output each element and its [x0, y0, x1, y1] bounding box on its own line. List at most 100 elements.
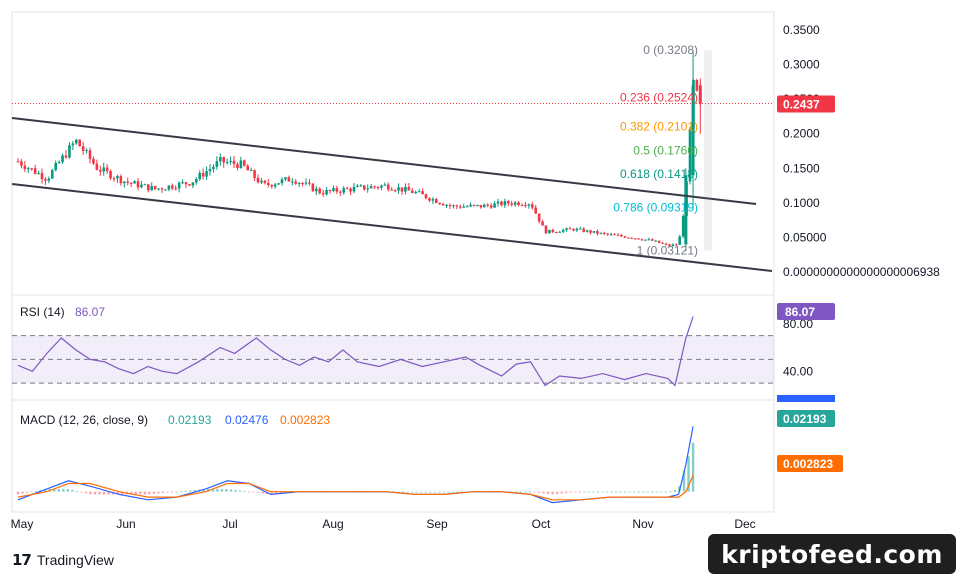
candle-body	[572, 228, 575, 231]
macd-histogram-bar	[651, 491, 654, 493]
candle-body	[620, 234, 623, 237]
fib-range-box	[704, 50, 712, 251]
macd-value-tag-label: 0.02193	[783, 412, 827, 426]
candle-body	[417, 191, 421, 193]
candle-body	[50, 170, 54, 179]
candle-body	[342, 188, 346, 193]
time-axis[interactable]: May Jun Jul Aug Sep Oct Nov Dec	[11, 517, 756, 531]
macd-histogram-bar	[673, 489, 677, 492]
candle-body	[681, 215, 685, 237]
candle-body	[469, 204, 472, 207]
macd-histogram-bar	[166, 491, 169, 493]
candle-body	[191, 182, 195, 186]
price-axis[interactable]: 0.35000.30000.25000.20000.15000.10000.05…	[777, 23, 940, 472]
candle-body	[54, 162, 58, 171]
candle-body	[332, 188, 335, 191]
candle-body	[150, 185, 154, 191]
candle-body	[78, 139, 82, 147]
fibonacci-retracement[interactable]: 0 (0.3208) 0.236 (0.2524) 0.382 (0.2101) 0.…	[613, 43, 712, 257]
tradingview-wordmark: TradingView	[36, 552, 114, 568]
macd-histogram-bar	[433, 491, 437, 493]
macd-pane[interactable]: MACD (12, 26, close, 9) 0.02193 0.02476 …	[16, 413, 695, 504]
candle-body	[328, 189, 332, 191]
macd-histogram-bar	[16, 491, 20, 495]
candle-body	[95, 163, 99, 170]
candle-body	[321, 193, 325, 195]
candle-body	[338, 191, 342, 193]
candle-body	[479, 204, 483, 208]
current-price-tag	[777, 95, 835, 113]
candle-body	[304, 182, 308, 184]
candle-body	[242, 160, 246, 166]
macd-histogram-bar	[460, 491, 464, 493]
candle-body	[452, 205, 455, 207]
macd-legend-macd: 0.02193	[168, 413, 212, 427]
macd-histogram-bar	[170, 491, 174, 493]
time-tick-label: Jul	[222, 517, 237, 531]
candle-body	[280, 179, 284, 184]
macd-histogram-bar	[30, 491, 33, 493]
candle-body	[472, 204, 476, 206]
macd-histogram-bar	[252, 491, 255, 493]
macd-histogram-bar	[574, 491, 577, 493]
candle-body	[122, 181, 126, 184]
rsi-tick-label: 40.00	[783, 364, 813, 378]
macd-legend-signal: 0.02476	[225, 413, 269, 427]
macd-histogram-bar	[102, 491, 106, 495]
candle-body	[37, 173, 40, 175]
macd-histogram-bar	[447, 491, 450, 493]
candle-body	[74, 139, 78, 144]
rsi-legend-value: 86.07	[75, 305, 105, 319]
fib-level-label: 0.382 (0.2101)	[620, 120, 698, 134]
candle-body	[589, 230, 592, 233]
time-tick-label: Nov	[632, 517, 653, 531]
macd-signal-tag-edge	[777, 395, 835, 402]
rsi-pane[interactable]: RSI (14) 86.07	[12, 305, 774, 387]
candle-body	[486, 204, 490, 206]
candlesticks	[16, 50, 702, 252]
macd-histogram-bar	[442, 491, 446, 493]
candle-body	[524, 205, 527, 207]
candle-body	[393, 190, 397, 192]
descending-channel[interactable]	[11, 117, 773, 272]
candle-body	[602, 232, 606, 234]
candle-body	[311, 183, 315, 192]
candle-body	[47, 178, 51, 181]
candle-body	[98, 169, 102, 172]
candle-body	[476, 204, 479, 206]
candle-body	[613, 234, 616, 236]
candle-body	[431, 199, 435, 201]
macd-histogram-bar	[533, 491, 536, 493]
candle-body	[410, 190, 414, 194]
macd-histogram-bar	[614, 491, 618, 493]
candle-body	[630, 237, 634, 239]
candle-body	[26, 168, 30, 170]
macd-histogram-bar	[587, 491, 591, 493]
macd-histogram-bar	[637, 491, 640, 493]
candle-body	[698, 85, 702, 104]
candle-body	[500, 201, 503, 206]
macd-histogram-bar	[161, 491, 165, 493]
candle-body	[208, 169, 212, 172]
candle-body	[668, 244, 671, 246]
macd-histogram-bar	[660, 491, 663, 493]
candle-body	[544, 225, 548, 234]
tradingview-logo[interactable]: 17 TradingView	[12, 551, 114, 569]
candle-body	[61, 155, 64, 163]
candle-body	[503, 201, 507, 206]
candle-body	[308, 182, 311, 184]
macd-histogram-bar	[424, 491, 427, 493]
macd-histogram-bar	[143, 491, 147, 495]
macd-histogram-bar	[139, 491, 142, 495]
candle-body	[153, 185, 157, 190]
fib-level-label: 0.618 (0.1418)	[620, 167, 698, 181]
macd-histogram-bar	[57, 488, 60, 492]
candle-body	[129, 182, 133, 184]
candle-body	[623, 236, 627, 238]
macd-histogram-bar	[687, 456, 690, 492]
price-pane[interactable]: 0 (0.3208) 0.236 (0.2524) 0.382 (0.2101) 0.…	[11, 43, 774, 272]
candle-body	[434, 199, 438, 203]
candle-body	[657, 240, 661, 243]
candle-body	[126, 181, 130, 183]
macd-hist-tag-label: 0.002823	[783, 457, 833, 471]
